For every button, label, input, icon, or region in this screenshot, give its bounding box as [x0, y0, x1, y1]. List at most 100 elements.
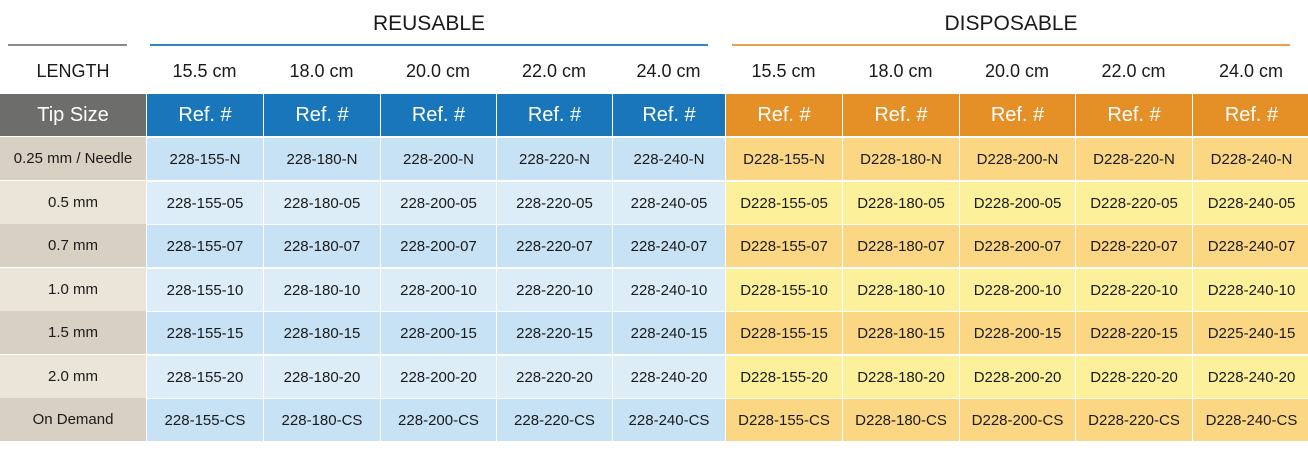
reusable-ref-cell: 228-155-07	[146, 224, 263, 267]
reusable-length-1: 15.5 cm	[172, 61, 237, 81]
tip-size-cell: 0.7 mm	[0, 224, 146, 267]
reusable-ref-cell: 228-240-05	[612, 181, 725, 224]
disposable-ref-header-3: Ref. #	[959, 94, 1075, 136]
disposable-ref-cell: D228-200-05	[959, 181, 1075, 224]
disposable-ref-cell: D228-180-20	[842, 355, 959, 398]
disposable-ref-cell: D228-220-15	[1075, 311, 1192, 354]
reusable-divider	[150, 44, 708, 46]
disposable-ref-cell: D228-220-05	[1075, 181, 1192, 224]
disposable-ref-cell: D228-180-05	[842, 181, 959, 224]
reusable-ref-cell: 228-220-CS	[496, 398, 612, 441]
tip-size-cell: 1.0 mm	[0, 268, 146, 311]
disposable-ref-cell: D228-155-CS	[725, 398, 842, 441]
reusable-ref-cell: 228-220-20	[496, 355, 612, 398]
reusable-ref-header-1: Ref. #	[146, 94, 263, 136]
disposable-ref-cell: D228-240-N	[1192, 137, 1308, 180]
reusable-length-4: 22.0 cm	[521, 61, 587, 81]
reusable-ref-cell: 228-200-10	[380, 268, 496, 311]
disposable-ref-header-5: Ref. #	[1192, 94, 1308, 136]
reusable-ref-cell: 228-240-15	[612, 311, 725, 354]
reusable-ref-header-5: Ref. #	[612, 94, 725, 136]
reusable-length-2: 18.0 cm	[289, 61, 354, 81]
disposable-ref-cell: D228-200-N	[959, 137, 1075, 180]
disposable-ref-header-2: Ref. #	[842, 94, 959, 136]
reusable-ref-cell: 228-240-20	[612, 355, 725, 398]
reusable-ref-cell: 228-200-05	[380, 181, 496, 224]
tip-size-cell: 0.25 mm / Needle	[0, 137, 146, 180]
reusable-ref-cell: 228-200-N	[380, 137, 496, 180]
disposable-ref-header-1: Ref. #	[725, 94, 842, 136]
disposable-ref-cell: D228-200-CS	[959, 398, 1075, 441]
disposable-ref-cell: D228-155-05	[725, 181, 842, 224]
reusable-ref-cell: 228-240-CS	[612, 398, 725, 441]
disposable-ref-cell: D228-155-10	[725, 268, 842, 311]
reusable-ref-cell: 228-180-07	[263, 224, 380, 267]
disposable-ref-cell: D228-155-20	[725, 355, 842, 398]
disposable-ref-cell: D228-180-15	[842, 311, 959, 354]
reusable-ref-header-3: Ref. #	[380, 94, 496, 136]
disposable-ref-cell: D228-240-10	[1192, 268, 1308, 311]
disposable-ref-cell: D228-220-N	[1075, 137, 1192, 180]
reusable-ref-cell: 228-155-10	[146, 268, 263, 311]
tip-size-cell: 2.0 mm	[0, 355, 146, 398]
length-label: LENGTH	[36, 61, 110, 81]
disposable-ref-cell: D228-240-05	[1192, 181, 1308, 224]
disposable-ref-cell: D225-240-15	[1192, 311, 1308, 354]
reusable-ref-cell: 228-240-N	[612, 137, 725, 180]
reusable-ref-cell: 228-180-05	[263, 181, 380, 224]
reusable-ref-cell: 228-220-05	[496, 181, 612, 224]
reusable-ref-header-2: Ref. #	[263, 94, 380, 136]
disposable-ref-cell: D228-220-CS	[1075, 398, 1192, 441]
disposable-length-3: 20.0 cm	[984, 61, 1050, 81]
reusable-length-3: 20.0 cm	[405, 61, 471, 81]
reusable-ref-cell: 228-155-CS	[146, 398, 263, 441]
disposable-ref-cell: D228-155-07	[725, 224, 842, 267]
reusable-ref-cell: 228-220-15	[496, 311, 612, 354]
disposable-ref-cell: D228-240-20	[1192, 355, 1308, 398]
tip-size-cell: 0.5 mm	[0, 181, 146, 224]
disposable-length-4: 22.0 cm	[1101, 61, 1166, 81]
reusable-length-5: 24.0 cm	[636, 61, 701, 81]
disposable-ref-cell: D228-220-07	[1075, 224, 1192, 267]
reusable-ref-cell: 228-155-15	[146, 311, 263, 354]
disposable-group-title: DISPOSABLE	[944, 12, 1078, 35]
reusable-ref-cell: 228-180-N	[263, 137, 380, 180]
reusable-ref-cell: 228-220-N	[496, 137, 612, 180]
disposable-ref-cell: D228-180-07	[842, 224, 959, 267]
reusable-ref-cell: 228-240-07	[612, 224, 725, 267]
reusable-ref-cell: 228-220-07	[496, 224, 612, 267]
disposable-divider	[732, 44, 1290, 46]
disposable-ref-cell: D228-200-07	[959, 224, 1075, 267]
tip-size-cell: On Demand	[0, 398, 146, 441]
disposable-ref-cell: D228-240-CS	[1192, 398, 1308, 441]
disposable-ref-cell: D228-180-CS	[842, 398, 959, 441]
disposable-ref-cell: D228-220-20	[1075, 355, 1192, 398]
reusable-ref-cell: 228-200-20	[380, 355, 496, 398]
disposable-ref-header-4: Ref. #	[1075, 94, 1192, 136]
disposable-ref-cell: D228-220-10	[1075, 268, 1192, 311]
reusable-ref-cell: 228-240-10	[612, 268, 725, 311]
tip-size-header: Tip Size	[0, 94, 146, 136]
disposable-length-5: 24.0 cm	[1218, 61, 1284, 81]
disposable-ref-cell: D228-155-15	[725, 311, 842, 354]
disposable-ref-cell: D228-180-10	[842, 268, 959, 311]
disposable-length-2: 18.0 cm	[868, 61, 933, 81]
disposable-ref-cell: D228-180-N	[842, 137, 959, 180]
reusable-group-title: REUSABLE	[372, 12, 486, 35]
disposable-ref-cell: D228-240-07	[1192, 224, 1308, 267]
reusable-ref-header-4: Ref. #	[496, 94, 612, 136]
disposable-ref-cell: D228-200-10	[959, 268, 1075, 311]
disposable-ref-cell: D228-200-20	[959, 355, 1075, 398]
disposable-ref-cell: D228-200-15	[959, 311, 1075, 354]
reusable-ref-cell: 228-200-15	[380, 311, 496, 354]
reusable-ref-cell: 228-200-07	[380, 224, 496, 267]
length-divider	[8, 44, 127, 46]
reusable-ref-cell: 228-200-CS	[380, 398, 496, 441]
disposable-ref-cell: D228-155-N	[725, 137, 842, 180]
reusable-ref-cell: 228-155-N	[146, 137, 263, 180]
reusable-ref-cell: 228-220-10	[496, 268, 612, 311]
reusable-ref-cell: 228-180-CS	[263, 398, 380, 441]
tip-size-cell: 1.5 mm	[0, 311, 146, 354]
reusable-ref-cell: 228-180-10	[263, 268, 380, 311]
reusable-ref-cell: 228-155-20	[146, 355, 263, 398]
